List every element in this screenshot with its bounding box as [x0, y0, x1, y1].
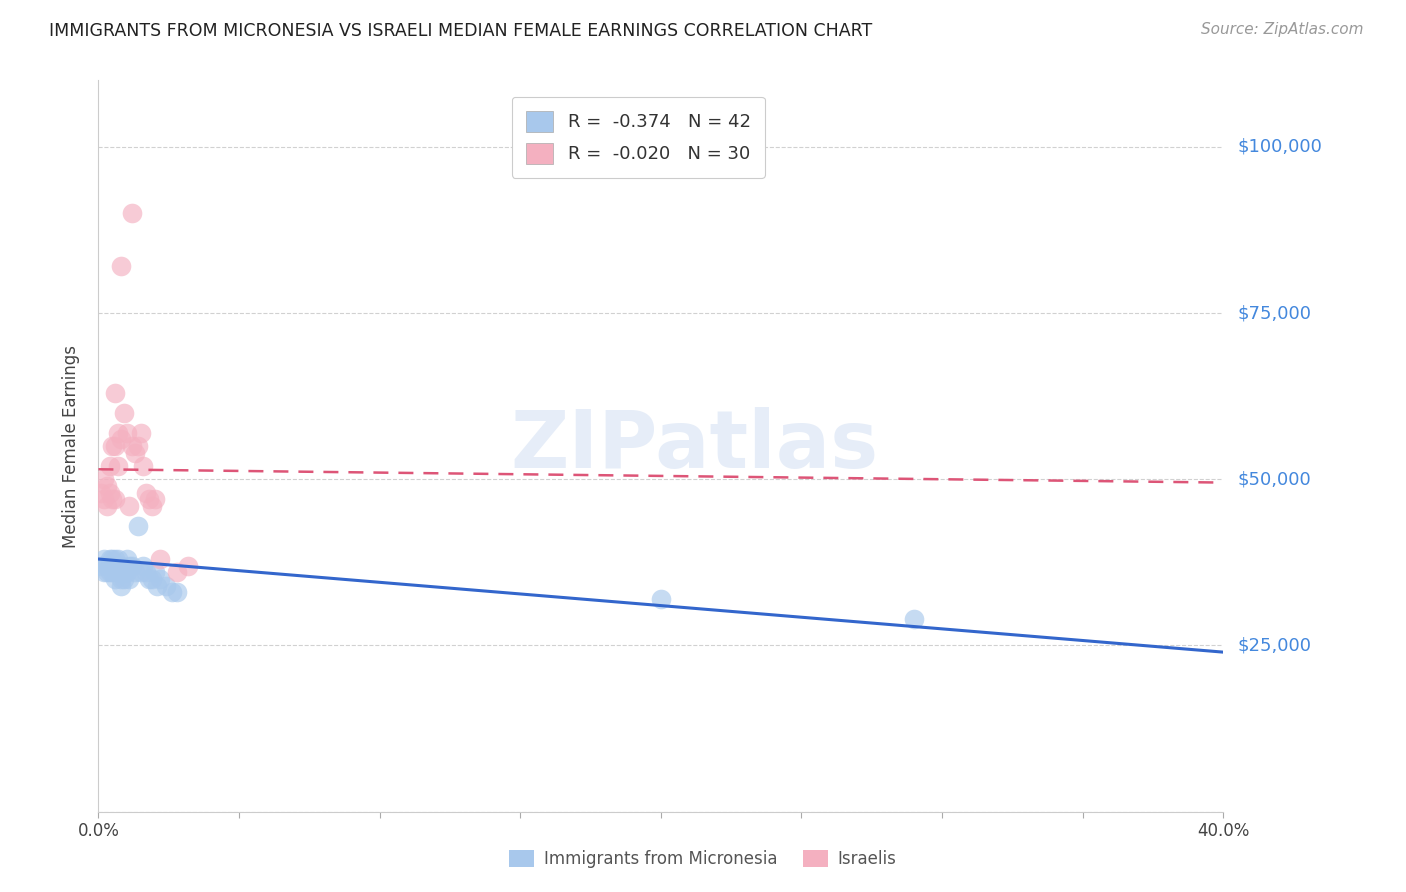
Point	[107, 458, 129, 473]
Point	[90, 485, 112, 500]
Point	[98, 485, 121, 500]
Point	[141, 499, 163, 513]
Legend: R =  -0.374   N = 42, R =  -0.020   N = 30: R = -0.374 N = 42, R = -0.020 N = 30	[512, 96, 765, 178]
Point	[98, 566, 121, 580]
Point	[121, 439, 143, 453]
Point	[127, 518, 149, 533]
Point	[112, 572, 135, 586]
Y-axis label: Median Female Earnings: Median Female Earnings	[62, 344, 80, 548]
Text: Source: ZipAtlas.com: Source: ZipAtlas.com	[1201, 22, 1364, 37]
Point	[96, 558, 118, 573]
Point	[121, 206, 143, 220]
Point	[110, 433, 132, 447]
Point	[121, 558, 143, 573]
Point	[115, 566, 138, 580]
Text: $100,000: $100,000	[1237, 137, 1322, 156]
Point	[98, 458, 121, 473]
Point	[138, 492, 160, 507]
Point	[93, 566, 115, 580]
Point	[132, 558, 155, 573]
Point	[129, 425, 152, 440]
Point	[118, 499, 141, 513]
Point	[160, 585, 183, 599]
Point	[149, 552, 172, 566]
Point	[107, 566, 129, 580]
Point	[115, 425, 138, 440]
Point	[115, 552, 138, 566]
Legend: Immigrants from Micronesia, Israelis: Immigrants from Micronesia, Israelis	[503, 843, 903, 875]
Point	[107, 552, 129, 566]
Point	[166, 566, 188, 580]
Point	[101, 439, 124, 453]
Point	[650, 591, 672, 606]
Text: $50,000: $50,000	[1237, 470, 1310, 488]
Point	[143, 492, 166, 507]
Point	[146, 579, 169, 593]
Point	[177, 558, 200, 573]
Point	[110, 572, 132, 586]
Point	[90, 558, 112, 573]
Point	[104, 385, 127, 400]
Text: $25,000: $25,000	[1237, 637, 1312, 655]
Point	[132, 458, 155, 473]
Text: ZIPatlas: ZIPatlas	[510, 407, 879, 485]
Point	[101, 558, 124, 573]
Point	[104, 492, 127, 507]
Point	[96, 566, 118, 580]
Point	[96, 479, 118, 493]
Point	[129, 566, 152, 580]
Point	[112, 406, 135, 420]
Point	[101, 566, 124, 580]
Point	[98, 552, 121, 566]
Point	[93, 552, 115, 566]
Point	[110, 260, 132, 274]
Point	[118, 558, 141, 573]
Point	[135, 566, 157, 580]
Point	[124, 566, 146, 580]
Point	[110, 558, 132, 573]
Point	[110, 579, 132, 593]
Point	[101, 552, 124, 566]
Point	[93, 492, 115, 507]
Point	[143, 566, 166, 580]
Point	[107, 425, 129, 440]
Text: IMMIGRANTS FROM MICRONESIA VS ISRAELI MEDIAN FEMALE EARNINGS CORRELATION CHART: IMMIGRANTS FROM MICRONESIA VS ISRAELI ME…	[49, 22, 873, 40]
Point	[112, 566, 135, 580]
Point	[101, 492, 124, 507]
Point	[104, 572, 127, 586]
Point	[138, 572, 160, 586]
Point	[104, 552, 127, 566]
Point	[127, 439, 149, 453]
Text: $75,000: $75,000	[1237, 304, 1312, 322]
Point	[155, 579, 177, 593]
Point	[107, 558, 129, 573]
Point	[166, 585, 188, 599]
Point	[98, 558, 121, 573]
Point	[149, 572, 172, 586]
Point	[135, 485, 157, 500]
Point	[141, 572, 163, 586]
Point	[93, 472, 115, 486]
Point	[118, 572, 141, 586]
Point	[903, 612, 925, 626]
Point	[104, 439, 127, 453]
Point	[104, 558, 127, 573]
Point	[96, 499, 118, 513]
Point	[124, 445, 146, 459]
